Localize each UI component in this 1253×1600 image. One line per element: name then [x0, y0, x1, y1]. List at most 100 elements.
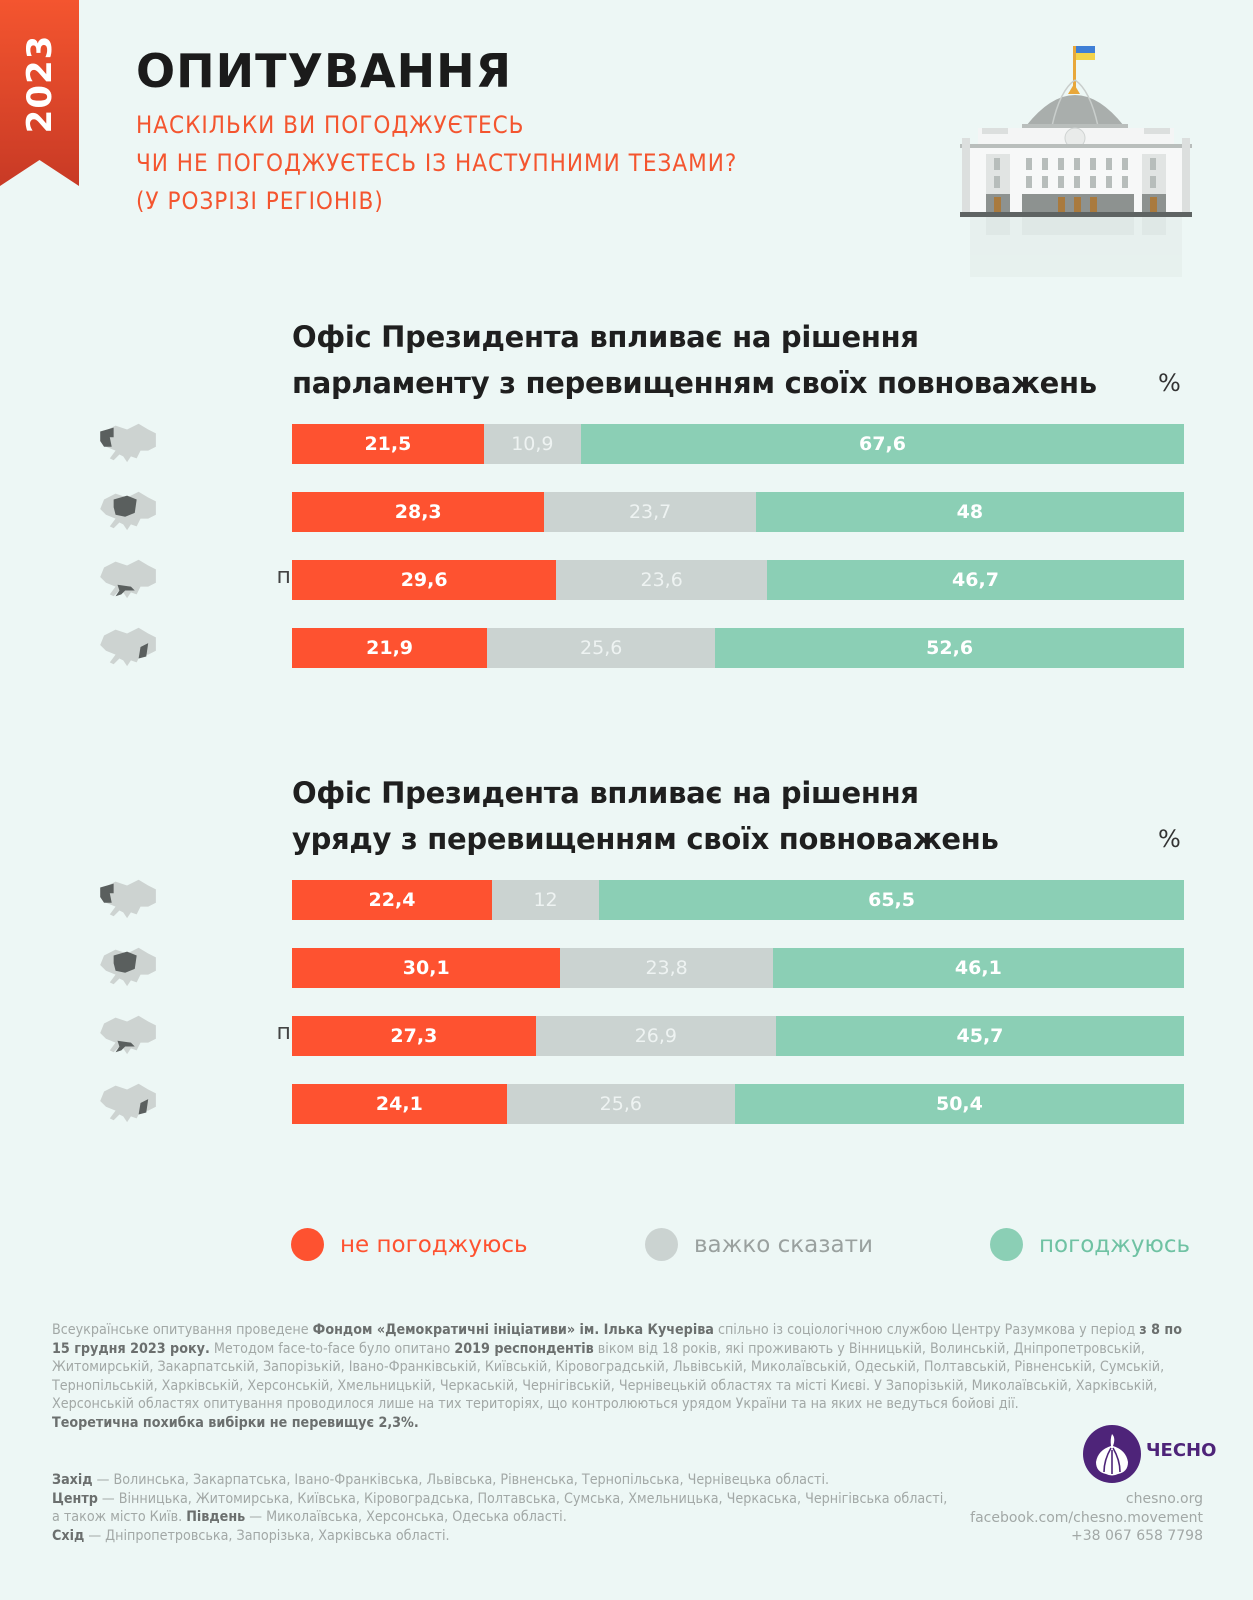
map-center-icon [100, 947, 156, 987]
bar-value-label: 30,1 [402, 957, 450, 979]
bar-value-label: 23,8 [645, 957, 688, 979]
methodology-note: Всеукраїнське опитування проведене Фондо… [52, 1321, 1202, 1433]
bar-value-label: 10,9 [511, 433, 554, 455]
bar-value-label: 25,6 [599, 1093, 642, 1115]
bar-segment-disagree: 30,1 [292, 948, 561, 988]
region-name: Захід [52, 1472, 93, 1488]
legend-item-disagree: не погоджуюсь [291, 1228, 528, 1261]
bar-segment-agree: 50,4 [734, 1084, 1184, 1124]
stacked-bar: 24,1 25,6 50,4 [292, 1084, 1184, 1124]
facebook-link[interactable]: facebook.com/chesno.movement [970, 1509, 1203, 1526]
bar-segment-hard-to-say: 25,6 [487, 628, 716, 668]
subtitle-line: НАСКІЛЬКИ ВИ ПОГОДЖУЄТЕСЬ [136, 111, 525, 139]
bar-segment-agree: 48 [755, 492, 1184, 532]
bar-value-label: 28,3 [394, 501, 442, 523]
note-bold: з 8 по 15 грудня 2023 року. [52, 1322, 1183, 1357]
chart-title-line: парламенту з перевищенням своїх повноваж… [292, 366, 1097, 400]
bar-value-label: 22,4 [368, 889, 416, 911]
bar-value-label: 21,5 [364, 433, 412, 455]
bar-segment-disagree: 24,1 [292, 1084, 507, 1124]
bar-value-label: 46,1 [954, 957, 1002, 979]
year-ribbon: 2023 [0, 0, 79, 186]
bar-segment-agree: 67,6 [580, 424, 1184, 464]
map-west-icon [100, 879, 156, 919]
legend-dot-agree-icon [990, 1228, 1023, 1261]
stacked-bar: 27,3 26,9 45,7 [292, 1016, 1184, 1056]
chart-2-title: Офіс Президента впливає на рішення уряду… [292, 770, 999, 862]
note-text: Методом face-to-face було опитано [209, 1340, 455, 1357]
legend-dot-disagree-icon [291, 1228, 324, 1261]
map-west-icon [100, 423, 156, 463]
bar-value-label: 67,6 [859, 433, 906, 455]
bar-value-label: 48 [956, 501, 984, 523]
chart-1-unit: % [1158, 369, 1181, 397]
chesno-garlic-logo-icon [1083, 1425, 1141, 1483]
legend-label: не погоджуюсь [340, 1231, 528, 1258]
region-text: — Вінницька, Житомирська, Київська, Кіро… [52, 1490, 948, 1526]
bar-segment-agree: 65,5 [599, 880, 1184, 920]
region-text: — Дніпропетровська, Запорізька, Харківсь… [84, 1527, 450, 1544]
legend-dot-hard-to-say-icon [645, 1228, 678, 1261]
legend-label: погоджуюсь [1039, 1231, 1191, 1258]
bar-segment-disagree: 27,3 [292, 1016, 536, 1056]
bar-value-label: 52,6 [926, 637, 974, 659]
chart-row: центр28,323,748 [96, 491, 1186, 532]
chart-2-unit: % [1158, 825, 1181, 853]
map-center-icon [100, 491, 156, 531]
bar-segment-hard-to-say: 23,8 [560, 948, 773, 988]
bar-segment-agree: 46,1 [772, 948, 1184, 988]
bar-value-label: 23,7 [628, 501, 672, 523]
subtitle-line: ЧИ НЕ ПОГОДЖУЄТЕСЬ ІЗ НАСТУПНИМИ ТЕЗАМИ? [136, 149, 738, 177]
legend-item-agree: погоджуюсь [990, 1228, 1190, 1261]
page-title: ОПИТУВАННЯ [136, 44, 513, 98]
note-bold: Фондом «Демократичні ініціативи» ім. Іль… [312, 1322, 714, 1338]
legend-label: важко сказати [694, 1231, 873, 1258]
chart-title-line: Офіс Президента впливає на рішення [292, 776, 919, 810]
map-south-icon [100, 1015, 156, 1055]
map-east-icon [100, 1083, 156, 1123]
year-label: 2023 [20, 34, 60, 134]
brand-name: ЧЕСНО [1146, 1440, 1217, 1461]
note-text: спільно із соціологічною службою Центру … [713, 1322, 1140, 1338]
note-bold: 2019 респондентів [454, 1340, 594, 1357]
chart-row: південь29,623,646,7 [96, 559, 1186, 600]
bar-segment-hard-to-say: 26,9 [535, 1016, 776, 1056]
bar-segment-disagree: 29,6 [292, 560, 557, 600]
bar-segment-agree: 52,6 [715, 628, 1184, 668]
region-text: — Миколаївська, Херсонська, Одеська обла… [245, 1509, 567, 1526]
bar-value-label: 21,9 [366, 637, 414, 659]
legend-item-hard-to-say: важко сказати [645, 1228, 873, 1261]
chart-row: захід21,510,967,6 [96, 423, 1186, 464]
bar-value-label: 12 [533, 889, 558, 911]
stacked-bar: 30,1 23,8 46,1 [292, 948, 1184, 988]
note-text: Всеукраїнське опитування проведене [52, 1322, 313, 1338]
page-subtitle: НАСКІЛЬКИ ВИ ПОГОДЖУЄТЕСЬ ЧИ НЕ ПОГОДЖУЄ… [136, 106, 737, 220]
bar-value-label: 46,7 [952, 569, 999, 591]
bar-segment-disagree: 21,9 [292, 628, 488, 668]
chart-row: південь27,326,945,7 [96, 1015, 1186, 1056]
bar-segment-disagree: 22,4 [292, 880, 492, 920]
parliament-building-icon [960, 46, 1192, 277]
bar-value-label: 23,6 [640, 569, 683, 591]
chart-1-title: Офіс Президента впливає на рішення парла… [292, 314, 1097, 406]
region-name: Центр [52, 1490, 98, 1507]
regions-definition: Захід — Волинська, Закарпатська, Івано-Ф… [52, 1471, 952, 1545]
chart-row: центр30,123,846,1 [96, 947, 1186, 988]
sampling-error-note: Теоретична похибка вибірки не перевищує … [52, 1414, 419, 1431]
stacked-bar: 22,4 12 65,5 [292, 880, 1184, 920]
stacked-bar: 28,3 23,7 48 [292, 492, 1184, 532]
bar-value-label: 65,5 [868, 889, 915, 911]
stacked-bar: 21,9 25,6 52,6 [292, 628, 1184, 668]
site-link[interactable]: chesno.org [1125, 1491, 1203, 1507]
legend: не погоджуюсь важко сказати погоджуюсь [0, 1228, 1253, 1264]
map-east-icon [100, 627, 156, 667]
bar-segment-disagree: 21,5 [292, 424, 484, 464]
bar-value-label: 45,7 [956, 1025, 1004, 1047]
bar-segment-hard-to-say: 25,6 [506, 1084, 735, 1124]
bar-segment-agree: 46,7 [767, 560, 1184, 600]
region-text: — Волинська, Закарпатська, Івано-Франків… [92, 1472, 830, 1488]
bar-value-label: 27,3 [390, 1025, 438, 1047]
bar-value-label: 29,6 [400, 569, 448, 591]
region-name: Схід [52, 1527, 85, 1544]
bar-segment-hard-to-say: 23,7 [544, 492, 756, 532]
